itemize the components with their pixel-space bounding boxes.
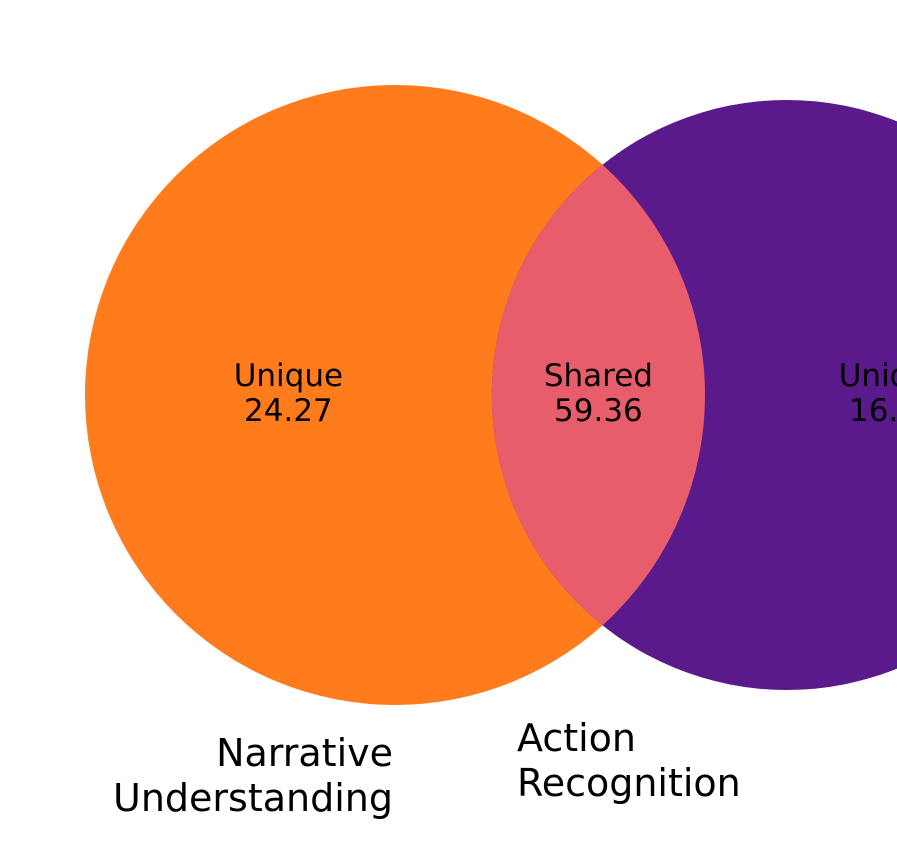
- region-label: Shared: [544, 358, 653, 394]
- set-label: Action: [517, 716, 636, 760]
- region-value: 24.27: [244, 393, 333, 429]
- set-label: Recognition: [517, 761, 741, 805]
- set-label: Narrative: [216, 731, 393, 775]
- region-label: Unique: [839, 358, 897, 394]
- set-label: Understanding: [113, 776, 393, 820]
- region-value: 16.38: [849, 393, 897, 429]
- region-label: Unique: [234, 358, 343, 394]
- overlap: [491, 99, 705, 691]
- region-value: 59.36: [554, 393, 643, 429]
